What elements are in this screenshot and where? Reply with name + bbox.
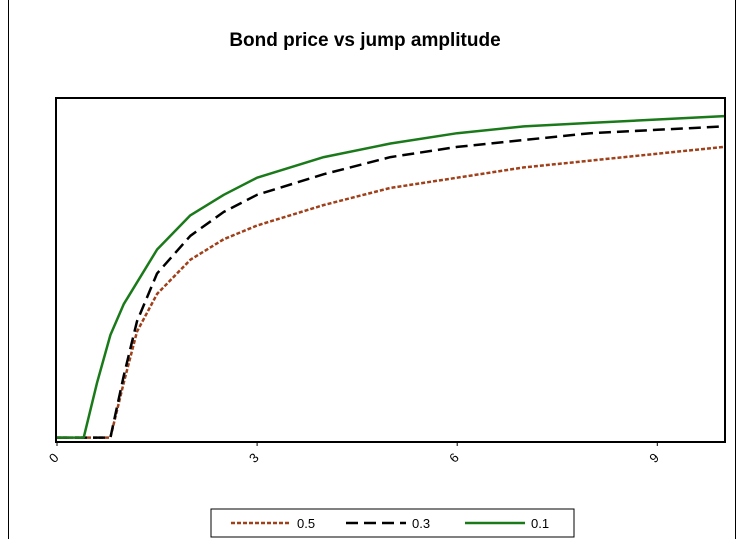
legend-label-0.5: 0.5 bbox=[297, 516, 315, 531]
legend-label-0.1: 0.1 bbox=[531, 516, 549, 531]
series-line-0.3 bbox=[57, 125, 725, 439]
series-line-0.5 bbox=[57, 145, 725, 439]
legend-label-0.3: 0.3 bbox=[412, 516, 430, 531]
chart-title: Bond price vs jump amplitude bbox=[229, 30, 500, 51]
plot-area bbox=[55, 97, 726, 443]
legend: 0.5 0.3 0.1 bbox=[210, 508, 575, 538]
series-layer bbox=[57, 114, 725, 439]
series-line-0.1 bbox=[57, 114, 725, 439]
